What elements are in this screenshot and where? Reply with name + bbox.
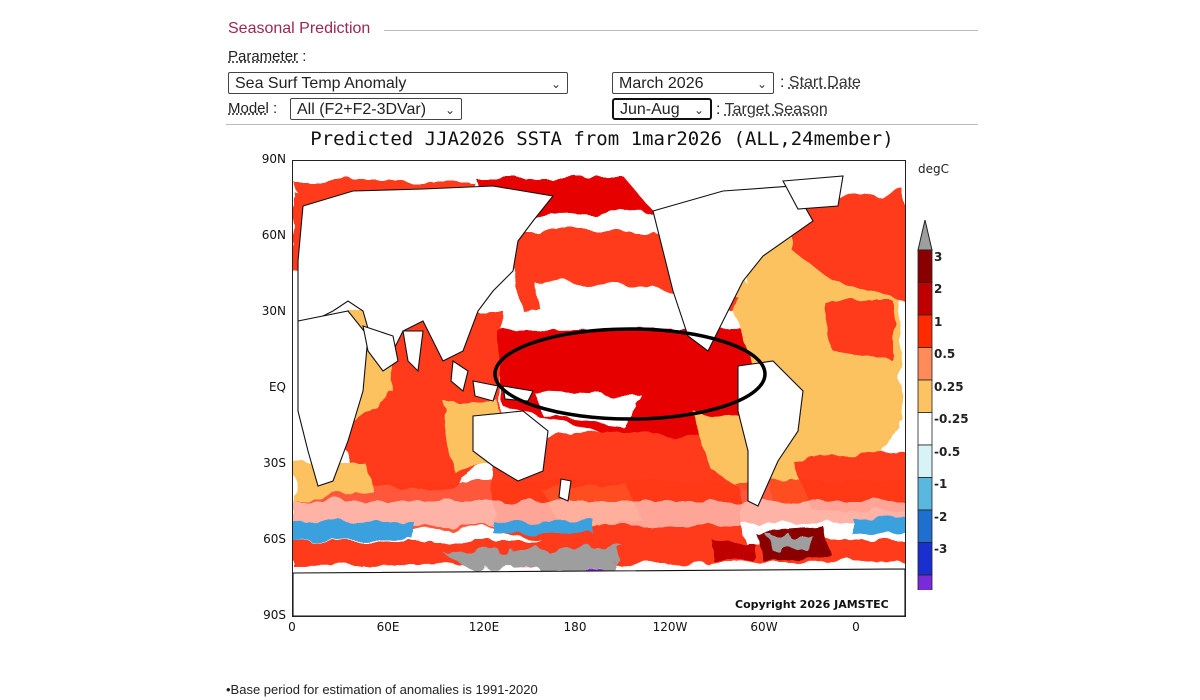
parameter-separator: : [298,48,307,65]
chevron-down-icon: ⌄ [444,103,455,117]
start-date-label: : Start Date [780,74,861,92]
south-america [737,360,804,507]
target-season-colon: : [716,101,721,118]
lon-label-120w: 120W [652,620,688,634]
chevron-down-icon: ⌄ [756,77,767,91]
colorbar-segment [917,347,933,381]
lon-label-60e: 60E [376,620,400,634]
colorbar-segments [917,220,933,590]
start-date-colon: : [780,74,785,91]
colorbar-over-triangle [917,220,933,251]
lat-label-eq: EQ [268,380,286,394]
africa [297,310,369,487]
colorbar-segment [917,282,933,316]
colorbar-label: 0.25 [934,380,964,394]
colorbar-label: 1 [934,315,943,329]
model-label: Model : [228,100,277,117]
parameter-label: Parameter : [228,48,306,65]
colorbar-segment [917,444,933,478]
model-label-text: Model [228,100,269,117]
colorbar-segment [917,574,933,590]
colorbar-segment [917,379,933,413]
panel-divider [226,124,978,125]
lat-label-90s: 90S [263,608,286,622]
colorbar-segment [917,542,933,576]
target-season-link[interactable]: Target Season [724,101,828,118]
model-select[interactable]: All (F2+F2-3DVar) ⌄ [290,98,462,120]
sst-anomaly-map: Copyright 2026 JAMSTEC [292,160,906,617]
colorbar-label: -0.25 [934,412,969,426]
lat-label-30n: 30N [261,304,286,318]
colorbar [917,220,933,590]
arabia [362,325,399,372]
start-date-select-value: March 2026 [619,75,704,92]
india [402,330,424,373]
colorbar-label: 2 [934,282,943,296]
start-date-select[interactable]: March 2026 ⌄ [612,72,774,94]
figure-title: Predicted JJA2026 SSTA from 1mar2026 (AL… [310,128,894,150]
model-select-value: All (F2+F2-3DVar) [297,101,427,118]
start-date-link[interactable]: Start Date [788,74,861,91]
colorbar-segment [917,509,933,543]
seasonal-prediction-panel: Seasonal Prediction Parameter : Sea Surf… [226,18,978,126]
colorbar-label: -1 [934,477,948,491]
target-season-select[interactable]: Jun-Aug ⌄ [612,98,712,120]
lat-label-60s: 60S [263,532,286,546]
section-title: Seasonal Prediction [228,20,371,37]
copyright-text: Copyright 2026 JAMSTEC [735,598,889,611]
lon-label-60w: 60W [750,620,778,634]
parameter-select-value: Sea Surf Temp Anomaly [235,75,407,92]
australia [472,410,549,482]
colorbar-label: 0.5 [934,347,956,361]
colorbar-segment [917,477,933,511]
lon-label-180: 180 [563,620,587,634]
parameter-select[interactable]: Sea Surf Temp Anomaly ⌄ [228,72,568,94]
north-america [652,185,814,352]
target-season-select-value: Jun-Aug [620,101,680,118]
colorbar-label: -2 [934,510,948,524]
colorbar-label: -3 [934,542,948,556]
colorbar-label: 3 [934,250,943,264]
lon-label-120e: 120E [468,620,500,634]
colorbar-segment [917,249,933,283]
parameter-label-text: Parameter [228,48,299,65]
chevron-down-icon: ⌄ [550,77,561,91]
map-canvas [293,161,905,616]
highlight-ellipse [493,327,767,421]
colorbar-label: -0.5 [934,445,961,459]
lat-label-90n: 90N [261,152,286,166]
chevron-down-icon: ⌄ [693,103,704,117]
colorbar-segment [917,412,933,446]
unit-label: degC [918,162,949,176]
greenland [782,175,844,210]
copyright-box [731,597,901,613]
lat-label-30s: 30S [263,456,286,470]
target-season-label: : Target Season [716,101,828,119]
lon-label-0: 0 [288,620,296,634]
footnote: •Base period for estimation of anomalies… [226,682,538,697]
colorbar-segment [917,314,933,348]
eurasia [297,185,555,362]
lon-label-0-east: 0 [852,620,860,634]
lat-label-60n: 60N [261,228,286,242]
model-separator: : [268,100,278,117]
section-divider [384,30,978,31]
